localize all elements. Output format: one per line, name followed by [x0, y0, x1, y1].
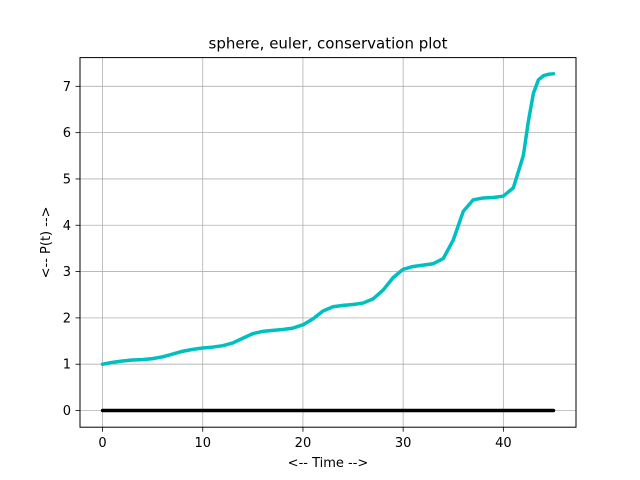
p-of-t-line: [100, 72, 556, 366]
axis-ticks: 0 10 20 30 40 0 1 2 3 4 5 6 7: [63, 80, 512, 451]
x-tick-label: 20: [295, 436, 312, 451]
x-tick-label: 40: [495, 436, 512, 451]
chart-title: sphere, euler, conservation plot: [209, 35, 448, 53]
y-tick-label: 0: [63, 404, 71, 419]
y-tick-label: 2: [63, 311, 71, 326]
y-tick-label: 5: [63, 172, 71, 187]
data-series: [100, 72, 556, 413]
x-tick-label: 30: [395, 436, 412, 451]
y-tick-label: 4: [63, 219, 71, 234]
x-axis-label: <-- Time -->: [288, 456, 369, 471]
y-tick-label: 3: [63, 265, 71, 280]
x-tick-label: 0: [98, 436, 106, 451]
x-tick-label: 10: [194, 436, 211, 451]
y-tick-label: 1: [63, 358, 71, 373]
y-tick-label: 6: [63, 126, 71, 141]
y-tick-label: 7: [63, 80, 71, 95]
y-axis-label: <-- P(t) -->: [39, 206, 54, 278]
plot-frame: [79, 57, 577, 428]
